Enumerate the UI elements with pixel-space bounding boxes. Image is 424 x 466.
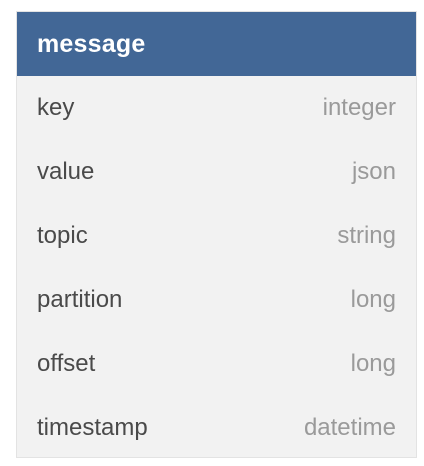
field-name: value [37, 158, 95, 185]
field-name: key [37, 94, 75, 121]
entity-table-message: message key integer value json topic str… [16, 11, 417, 458]
field-type: string [337, 222, 396, 249]
field-row-timestamp: timestamp datetime [17, 396, 416, 460]
field-list: key integer value json topic string part… [17, 76, 416, 460]
entity-title: message [37, 29, 146, 58]
field-type: json [351, 158, 396, 185]
field-row-offset: offset long [17, 332, 416, 396]
field-name: partition [37, 286, 123, 313]
field-row-value: value json [17, 140, 416, 204]
entity-header: message [17, 12, 416, 76]
field-row-topic: topic string [17, 204, 416, 268]
field-type: datetime [303, 414, 396, 441]
field-type: long [350, 350, 396, 377]
field-row-partition: partition long [17, 268, 416, 332]
field-row-key: key integer [17, 76, 416, 140]
field-type: integer [322, 94, 396, 121]
field-name: timestamp [37, 414, 148, 441]
field-name: offset [37, 350, 96, 377]
field-name: topic [37, 222, 88, 249]
field-type: long [350, 286, 396, 313]
